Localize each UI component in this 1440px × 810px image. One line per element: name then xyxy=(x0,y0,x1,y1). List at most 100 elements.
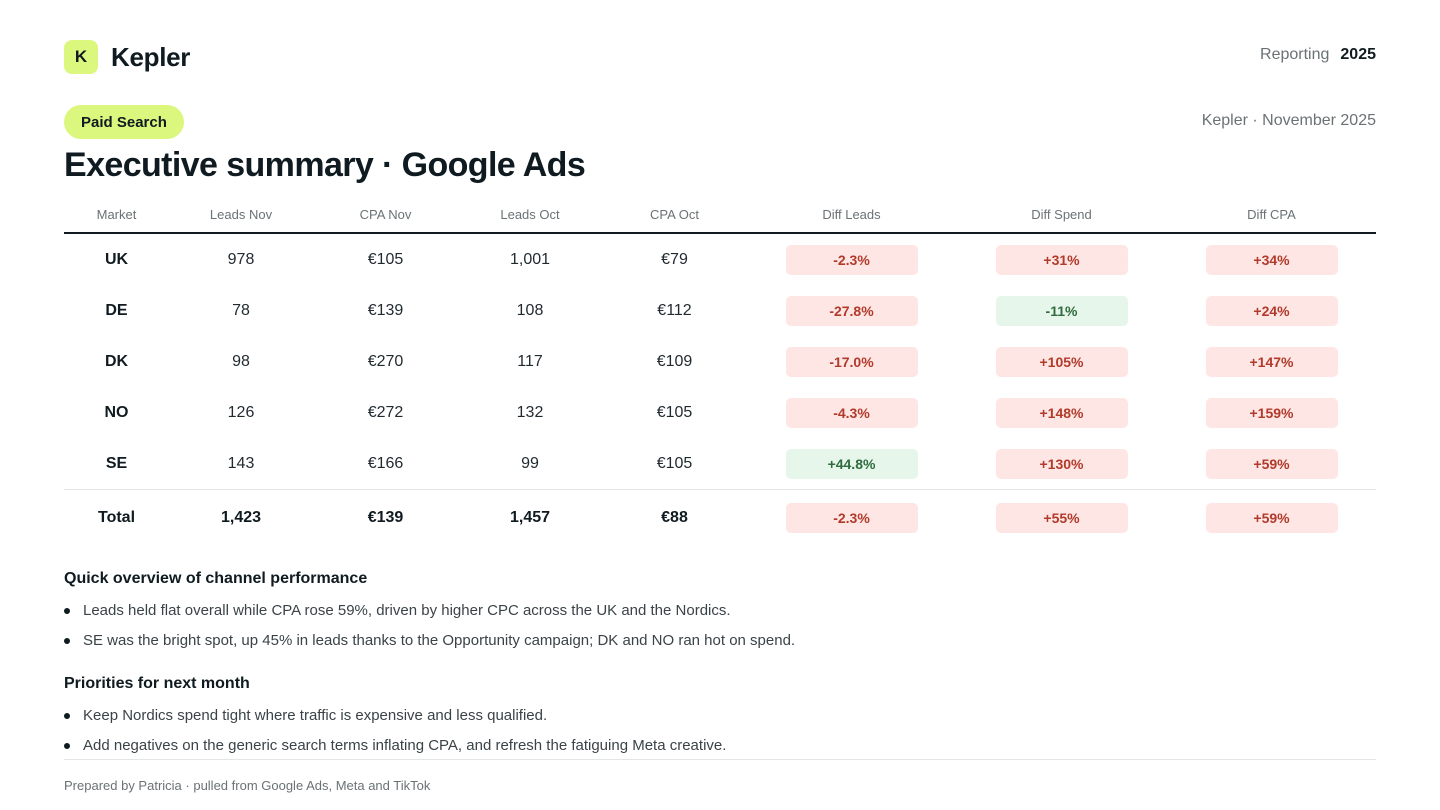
total-cpa-nov: €139 xyxy=(367,508,404,526)
total-divider xyxy=(64,489,1376,490)
diff-badge: -11% xyxy=(995,295,1128,326)
diff-badge: +31% xyxy=(995,244,1128,275)
table-header-row: Market Leads Nov CPA Nov Leads Oct CPA O… xyxy=(64,196,1376,234)
leads-nov-cell: 98 xyxy=(232,352,250,370)
brand: K Kepler xyxy=(64,40,190,74)
footer-note: Prepared by Patricia · pulled from Googl… xyxy=(64,778,431,793)
bullet-icon xyxy=(64,607,70,614)
leads-nov-cell: 78 xyxy=(232,301,250,319)
diff-badge: +44.8% xyxy=(785,448,918,479)
diff-badge: -2.3% xyxy=(785,502,918,533)
priority-text: Add negatives on the generic search term… xyxy=(83,737,727,754)
diff-badge: -2.3% xyxy=(785,244,918,275)
footer-divider xyxy=(64,759,1376,760)
diff-badge: +147% xyxy=(1205,346,1338,377)
diff-spend-cell: -11% xyxy=(956,295,1167,326)
leads-oct-cell: 132 xyxy=(516,403,544,421)
cpa-nov-cell: €272 xyxy=(367,403,404,421)
total-leads-nov: 1,423 xyxy=(220,508,262,526)
leads-nov-cell: 978 xyxy=(227,250,255,268)
table-row: DE 78 €139 108 €112 -27.8% -11% +24% xyxy=(64,285,1376,336)
total-row: Total 1,423 €139 1,457 €88 -2.3% +55% +5… xyxy=(64,490,1376,545)
diff-badge: +59% xyxy=(1205,448,1338,479)
priority-text: Keep Nordics spend tight where traffic i… xyxy=(83,707,548,724)
cpa-nov-cell: €139 xyxy=(367,301,404,319)
diff-badge: -17.0% xyxy=(785,346,918,377)
diff-badge: +34% xyxy=(1205,244,1338,275)
diff-leads-cell: +44.8% xyxy=(747,448,956,479)
diff-badge: -27.8% xyxy=(785,295,918,326)
total-diff-leads-cell: -2.3% xyxy=(747,502,956,533)
diff-cpa-cell: +159% xyxy=(1167,397,1376,428)
table-row: UK 978 €105 1,001 €79 -2.3% +31% +34% xyxy=(64,234,1376,285)
diff-leads-cell: -27.8% xyxy=(747,295,956,326)
diff-cpa-cell: +59% xyxy=(1167,448,1376,479)
leads-oct-cell: 108 xyxy=(516,301,544,319)
leads-oct-cell: 1,001 xyxy=(509,250,551,268)
column-header-diff-cpa: Diff CPA xyxy=(1247,206,1296,222)
overview-text: SE was the bright spot, up 45% in leads … xyxy=(83,632,796,649)
market-cell: DE xyxy=(105,301,128,319)
column-header-cpa-oct: CPA Oct xyxy=(650,206,699,222)
overview-text: Leads held flat overall while CPA rose 5… xyxy=(83,602,731,619)
diff-spend-cell: +31% xyxy=(956,244,1167,275)
cpa-oct-cell: €109 xyxy=(656,352,693,370)
total-cpa-oct: €88 xyxy=(661,508,688,526)
page-title: Executive summary · Google Ads xyxy=(64,146,586,184)
cpa-nov-cell: €166 xyxy=(367,454,404,472)
cpa-nov-cell: €270 xyxy=(367,352,404,370)
total-leads-oct: 1,457 xyxy=(509,508,551,526)
reporting-year: 2025 xyxy=(1340,46,1376,63)
bullet-icon xyxy=(64,712,70,719)
cpa-nov-cell: €105 xyxy=(367,250,404,268)
column-header-diff-leads: Diff Leads xyxy=(822,206,881,222)
table-row: DK 98 €270 117 €109 -17.0% +105% +147% xyxy=(64,336,1376,387)
leads-oct-cell: 117 xyxy=(517,352,543,370)
overview-heading: Quick overview of channel performance xyxy=(64,570,368,587)
diff-cpa-cell: +34% xyxy=(1167,244,1376,275)
leads-nov-cell: 126 xyxy=(227,403,255,421)
diff-cpa-cell: +147% xyxy=(1167,346,1376,377)
column-header-cpa-nov: CPA Nov xyxy=(359,206,412,222)
column-header-leads-nov: Leads Nov xyxy=(209,206,273,222)
leads-oct-cell: 99 xyxy=(521,454,539,472)
list-item: Add negatives on the generic search term… xyxy=(64,737,726,754)
column-header-leads-oct: Leads Oct xyxy=(500,206,560,222)
kepler-logo-icon: K xyxy=(64,40,98,74)
summary-table: Market Leads Nov CPA Nov Leads Oct CPA O… xyxy=(64,196,1376,545)
diff-badge: +24% xyxy=(1205,295,1338,326)
total-label: Total xyxy=(97,508,136,526)
diff-leads-cell: -2.3% xyxy=(747,244,956,275)
leads-nov-cell: 143 xyxy=(227,454,255,472)
total-diff-cpa-cell: +59% xyxy=(1167,502,1376,533)
column-header-market: Market xyxy=(96,206,137,222)
channel-tag: Paid Search xyxy=(64,105,184,139)
priorities-heading: Priorities for next month xyxy=(64,675,250,692)
report-period: Kepler · November 2025 xyxy=(1201,112,1376,129)
column-header-diff-spend: Diff Spend xyxy=(1031,206,1092,222)
cpa-oct-cell: €105 xyxy=(656,454,693,472)
diff-badge: +55% xyxy=(995,502,1128,533)
table-row: SE 143 €166 99 €105 +44.8% +130% +59% xyxy=(64,438,1376,489)
bullet-icon xyxy=(64,742,70,749)
diff-leads-cell: -4.3% xyxy=(747,397,956,428)
diff-badge: +105% xyxy=(995,346,1128,377)
market-cell: UK xyxy=(104,250,129,268)
brand-name: Kepler xyxy=(111,41,191,72)
list-item: SE was the bright spot, up 45% in leads … xyxy=(64,632,795,649)
cpa-oct-cell: €105 xyxy=(656,403,693,421)
cpa-oct-cell: €79 xyxy=(661,250,688,268)
list-item: Leads held flat overall while CPA rose 5… xyxy=(64,602,731,619)
list-item: Keep Nordics spend tight where traffic i… xyxy=(64,707,547,724)
market-cell: SE xyxy=(105,454,128,472)
bullet-icon xyxy=(64,637,70,644)
diff-leads-cell: -17.0% xyxy=(747,346,956,377)
diff-spend-cell: +130% xyxy=(956,448,1167,479)
diff-badge: -4.3% xyxy=(785,397,918,428)
diff-badge: +148% xyxy=(995,397,1128,428)
cpa-oct-cell: €112 xyxy=(657,301,692,319)
diff-badge: +130% xyxy=(995,448,1128,479)
total-diff-spend-cell: +55% xyxy=(956,502,1167,533)
market-cell: NO xyxy=(104,403,129,421)
